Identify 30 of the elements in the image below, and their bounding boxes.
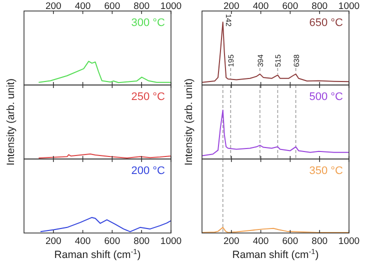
text: 250 °C — [131, 91, 166, 103]
y-axis-title: Intensity (arb. unit) — [183, 78, 195, 166]
x-tick-label: 200 — [223, 1, 240, 12]
x-tick-label: 200 — [45, 236, 62, 247]
x-tick-label: 800 — [312, 236, 328, 247]
text: 500 °C — [309, 91, 344, 103]
x-tick-label: 800 — [134, 1, 150, 12]
text: 200 °C — [131, 165, 166, 177]
x-tick-label: 200 — [45, 1, 62, 12]
text: 350 °C — [309, 165, 344, 177]
x-tick-label: 400 — [252, 236, 269, 247]
x-tick-label: 1000 — [338, 1, 360, 12]
x-tick-label: 1000 — [160, 1, 182, 12]
x-tick-label: 800 — [312, 1, 328, 12]
x-tick-label: 1000 — [160, 236, 182, 247]
y-axis-title: Intensity (arb. unit) — [5, 78, 17, 166]
x-tick-label: 200 — [223, 236, 240, 247]
x-tick-label: 400 — [252, 1, 269, 12]
x-axis-title: Raman shift (cm$^{-1}$) — [54, 246, 141, 261]
x-tick-label: 600 — [282, 1, 298, 12]
x-tick-label: 400 — [74, 236, 91, 247]
x-tick-label: 800 — [134, 236, 150, 247]
x-tick-label: 600 — [104, 1, 120, 12]
x-axis-title: Raman shift (cm$^{-1}$) — [232, 246, 319, 261]
x-tick-label: 1000 — [338, 236, 360, 247]
x-tick-label: 400 — [74, 1, 91, 12]
x-tick-label: 600 — [104, 236, 120, 247]
text: 650 °C — [309, 17, 344, 29]
x-tick-label: 600 — [282, 236, 298, 247]
text: 300 °C — [131, 17, 166, 29]
